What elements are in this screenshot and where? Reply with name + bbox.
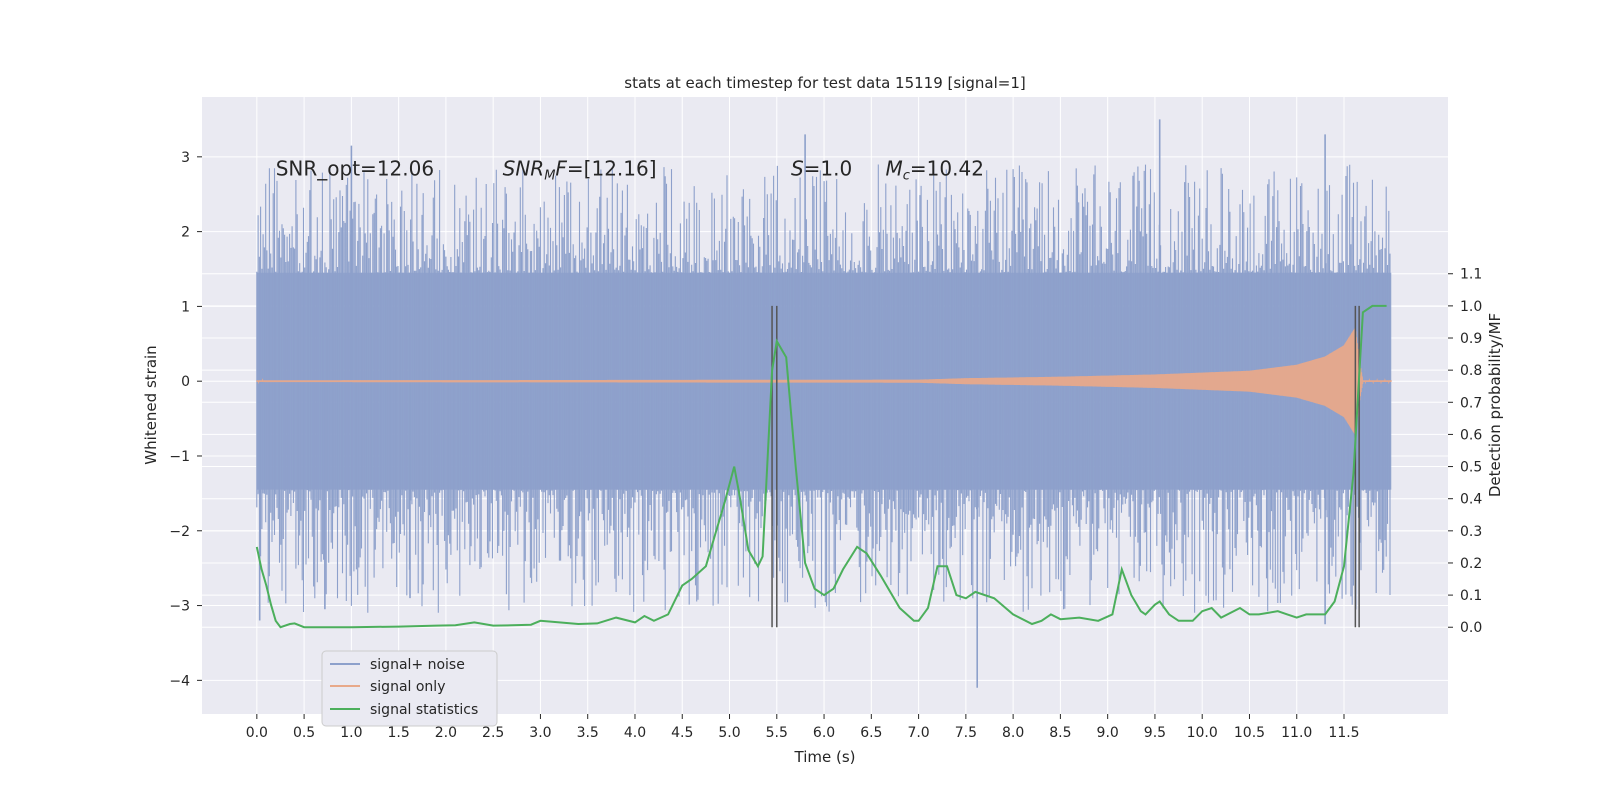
y2-tick-label: 1.0 bbox=[1460, 299, 1482, 315]
y-tick-label: −3 bbox=[169, 599, 190, 615]
y-tick-label: −1 bbox=[169, 449, 190, 465]
legend-box bbox=[321, 650, 498, 727]
legend-label-stats: signal statistics bbox=[370, 702, 478, 718]
y-axis-label: Whitened strain bbox=[142, 345, 160, 464]
x-tick-label: 4.0 bbox=[624, 725, 646, 741]
y2-tick-label: 0.0 bbox=[1460, 620, 1482, 636]
x-tick-label: 8.0 bbox=[1002, 725, 1024, 741]
y2-tick-label: 0.5 bbox=[1460, 460, 1482, 476]
signal-chirp-line bbox=[256, 327, 1392, 435]
x-tick-label: 3.0 bbox=[529, 725, 551, 741]
x-tick-label: 1.0 bbox=[340, 725, 362, 741]
legend-label-noise: signal+ noise bbox=[370, 657, 465, 673]
annotation-1: SNRMF=[12.16] bbox=[503, 157, 657, 184]
x-tick-label: 10.5 bbox=[1234, 725, 1265, 741]
y2-tick-label: 0.3 bbox=[1460, 524, 1482, 540]
y2-tick-label: 0.8 bbox=[1460, 363, 1482, 379]
legend: signal+ noise signal only signal statist… bbox=[321, 650, 498, 727]
x-axis-label: Time (s) bbox=[794, 748, 856, 766]
y2-tick-label: 1.1 bbox=[1460, 267, 1482, 283]
y2-tick-label: 0.6 bbox=[1460, 427, 1482, 443]
y-tick-label: 2 bbox=[181, 225, 190, 241]
x-tick-label: 0.0 bbox=[246, 725, 268, 741]
x-tick-label: 2.0 bbox=[435, 725, 457, 741]
y-tick-label: 1 bbox=[181, 299, 190, 315]
annotation-3: Mc=10.42 bbox=[886, 157, 984, 184]
y2-axis-label: Detection probability/MF bbox=[1486, 313, 1504, 497]
annotations: SNR_opt=12.06 SNRMF=[12.16] S=1.0 Mc=10.42 bbox=[276, 157, 984, 184]
x-tick-label: 3.5 bbox=[577, 725, 599, 741]
signal-only-series bbox=[256, 327, 1392, 435]
x-tick-label: 2.5 bbox=[482, 725, 504, 741]
x-tick-label: 10.0 bbox=[1187, 725, 1218, 741]
stats-line bbox=[255, 304, 1387, 629]
x-tick-label: 4.5 bbox=[671, 725, 693, 741]
x-axis-ticks: 0.0 0.5 1.0 1.5 2.0 2.5 3.0 3.5 4.0 4.5 5.0 5.5 6.0 6… bbox=[246, 714, 1360, 741]
chart-title: stats at each timestep for test data 151… bbox=[624, 74, 1025, 92]
x-tick-label: 11.0 bbox=[1281, 725, 1312, 741]
detection-vlines bbox=[771, 305, 1360, 628]
x-tick-label: 1.5 bbox=[388, 725, 410, 741]
y-tick-label: −4 bbox=[169, 673, 190, 689]
x-tick-label: 7.5 bbox=[955, 725, 977, 741]
annotation-2: S=1.0 bbox=[791, 157, 852, 181]
y2-tick-label: 0.2 bbox=[1460, 556, 1482, 572]
x-tick-label: 7.0 bbox=[907, 725, 929, 741]
x-tick-label: 9.0 bbox=[1097, 725, 1119, 741]
noise-outliers bbox=[258, 119, 1326, 688]
x-tick-label: 8.5 bbox=[1049, 725, 1071, 741]
x-tick-label: 6.0 bbox=[813, 725, 835, 741]
y2-tick-label: 0.7 bbox=[1460, 395, 1482, 411]
y-axis-ticks: 3 2 1 0 −1 −2 −3 −4 bbox=[169, 150, 202, 689]
annotation-0: SNR_opt=12.06 bbox=[276, 157, 434, 181]
y2-tick-label: 0.9 bbox=[1460, 331, 1482, 347]
x-tick-label: 9.5 bbox=[1144, 725, 1166, 741]
y2-tick-label: 0.1 bbox=[1460, 588, 1482, 604]
y2-axis-ticks: 1.1 1.0 0.9 0.8 0.7 0.6 0.5 0.4 0.3 0.2 0.1 0.0 bbox=[1448, 267, 1482, 636]
y2-tick-label: 0.4 bbox=[1460, 492, 1482, 508]
x-tick-label: 0.5 bbox=[293, 725, 315, 741]
y-tick-label: 0 bbox=[181, 374, 190, 390]
y-tick-label: 3 bbox=[181, 150, 190, 166]
signal-statistics-series bbox=[255, 304, 1387, 629]
y-tick-label: −2 bbox=[169, 524, 190, 540]
x-tick-label: 6.5 bbox=[860, 725, 882, 741]
x-tick-label: 11.5 bbox=[1328, 725, 1359, 741]
x-tick-label: 5.5 bbox=[766, 725, 788, 741]
x-tick-label: 5.0 bbox=[718, 725, 740, 741]
legend-label-signal: signal only bbox=[370, 679, 445, 695]
